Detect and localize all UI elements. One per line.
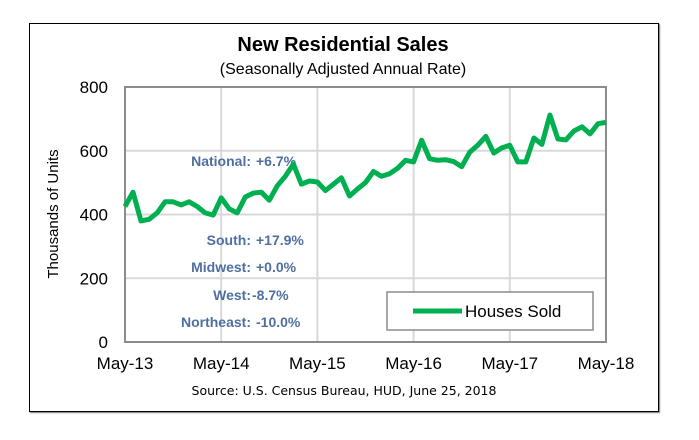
x-axis-ticks: May-13 May-14 May-15 May-16 May-17 May-18: [97, 354, 635, 373]
annotation-value: +6.7%: [256, 153, 297, 169]
chart-title: New Residential Sales: [237, 34, 448, 56]
y-tick-label: 800: [80, 78, 108, 97]
source-note: Source: U.S. Census Bureau, HUD, June 25…: [192, 383, 497, 398]
x-tick-label: May-15: [289, 354, 346, 373]
annotation-west: West: -8.7%: [213, 287, 289, 303]
annotation-national: National: +6.7%: [191, 153, 297, 169]
regional-annotations: National: +6.7% South: +17.9% Midwest: +0.0% W…: [181, 153, 304, 330]
chart-subtitle: (Seasonally Adjusted Annual Rate): [220, 61, 466, 78]
annotation-region: Northeast:: [181, 314, 251, 330]
annotation-value: +17.9%: [256, 232, 304, 248]
annotation-value: -8.7%: [252, 287, 289, 303]
annotation-region: West:: [213, 287, 251, 303]
annotation-value: +0.0%: [256, 259, 297, 275]
y-axis-ticks: 0 200 400 600 800: [80, 78, 108, 352]
legend-label-houses-sold: Houses Sold: [465, 302, 561, 321]
annotation-region: South:: [207, 232, 251, 248]
annotation-midwest: Midwest: +0.0%: [191, 259, 297, 275]
annotation-value: -10.0%: [256, 314, 301, 330]
series-line-houses-sold: [122, 112, 607, 224]
annotation-region: Midwest:: [191, 259, 251, 275]
plot-area: [124, 86, 607, 343]
x-tick-label: May-17: [481, 354, 538, 373]
y-tick-label: 600: [80, 142, 108, 161]
x-tick-label: May-13: [97, 354, 154, 373]
y-tick-label: 0: [99, 333, 108, 352]
annotation-northeast: Northeast: -10.0%: [181, 314, 301, 330]
legend: Houses Sold: [386, 291, 594, 331]
x-tick-label: May-18: [578, 354, 635, 373]
y-tick-label: 200: [80, 269, 108, 288]
annotation-south: South: +17.9%: [207, 232, 305, 248]
y-tick-label: 400: [80, 206, 108, 225]
y-axis-label: Thousands of Units: [45, 149, 62, 278]
x-tick-label: May-14: [193, 354, 250, 373]
x-tick-label: May-16: [385, 354, 442, 373]
annotation-region: National:: [191, 153, 251, 169]
